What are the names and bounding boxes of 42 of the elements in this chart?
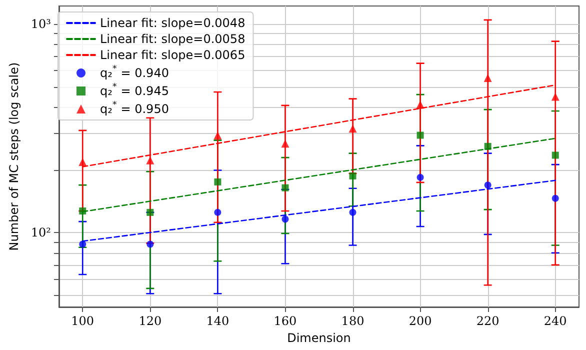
point	[79, 207, 86, 214]
point	[146, 240, 154, 248]
point	[214, 208, 222, 216]
point	[484, 142, 492, 150]
x-tick-label: 180	[341, 314, 364, 328]
legend-label: q₂* = 0.950	[100, 100, 169, 116]
point	[281, 140, 290, 148]
y-tick-label: 10³	[30, 17, 52, 32]
point	[349, 172, 356, 180]
point	[551, 92, 560, 101]
point	[552, 194, 559, 202]
point	[146, 208, 154, 216]
x-axis-title: Dimension	[287, 330, 351, 345]
x-tick-label: 120	[138, 314, 162, 328]
y-axis-title: Number of MC steps (log scale)	[7, 62, 21, 251]
point	[416, 132, 424, 139]
legend-label: q₂* = 0.945	[100, 82, 169, 98]
legend-label: Linear fit: slope=0.0065	[100, 48, 246, 62]
point	[282, 184, 289, 192]
point	[146, 156, 154, 164]
point	[348, 124, 357, 133]
point	[416, 100, 424, 109]
point	[79, 240, 86, 248]
point	[214, 132, 222, 140]
point	[484, 74, 492, 82]
x-tick-label: 140	[206, 314, 230, 328]
point	[416, 174, 424, 181]
legend-label: q₂* = 0.940	[100, 64, 169, 80]
point	[78, 158, 87, 166]
x-tick-label: 100	[71, 314, 94, 328]
point	[214, 178, 222, 186]
x-tick-label: 240	[544, 314, 567, 328]
point	[552, 152, 559, 159]
legend-label: Linear fit: slope=0.0058	[100, 32, 246, 46]
point	[349, 208, 356, 216]
y-tick-label: 10²	[30, 226, 52, 240]
x-tick-label: 200	[408, 314, 432, 328]
point	[484, 182, 492, 189]
point	[282, 216, 289, 223]
legend-label: Linear fit: slope=0.0048	[100, 16, 246, 30]
x-tick-label: 160	[274, 314, 297, 328]
x-tick-label: 220	[476, 314, 500, 328]
